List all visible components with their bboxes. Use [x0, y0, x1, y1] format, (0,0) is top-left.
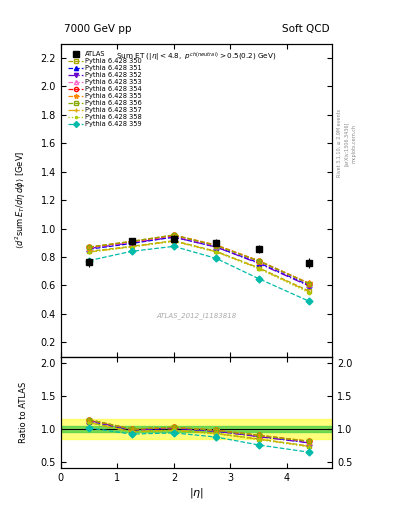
Pythia 6.428 352: [256, 260, 261, 266]
Pythia 6.428 352: [129, 240, 134, 246]
Pythia 6.428 352: [87, 245, 92, 251]
Pythia 6.428 357: [87, 249, 92, 255]
Pythia 6.428 351: [307, 283, 312, 289]
Pythia 6.428 355: [87, 244, 92, 250]
Text: 7000 GeV pp: 7000 GeV pp: [64, 24, 131, 34]
Pythia 6.428 355: [307, 280, 312, 286]
Pythia 6.428 353: [171, 232, 176, 239]
Pythia 6.428 357: [256, 265, 261, 271]
Pythia 6.428 352: [214, 244, 219, 250]
Pythia 6.428 352: [307, 283, 312, 289]
Pythia 6.428 358: [256, 266, 261, 272]
Pythia 6.428 359: [171, 243, 176, 249]
Pythia 6.428 354: [214, 242, 219, 248]
Pythia 6.428 357: [171, 238, 176, 244]
Text: mcplots.cern.ch: mcplots.cern.ch: [351, 124, 356, 163]
Line: Pythia 6.428 352: Pythia 6.428 352: [87, 234, 312, 289]
Text: [arXiv:1306.3436]: [arXiv:1306.3436]: [344, 121, 349, 165]
Pythia 6.428 353: [256, 258, 261, 264]
Pythia 6.428 356: [214, 243, 219, 249]
Pythia 6.428 350: [307, 288, 312, 294]
Pythia 6.428 351: [129, 241, 134, 247]
Pythia 6.428 354: [171, 232, 176, 239]
Pythia 6.428 359: [129, 248, 134, 254]
Line: Pythia 6.428 356: Pythia 6.428 356: [87, 232, 312, 286]
Text: Rivet 3.1.10, ≥ 2.9M events: Rivet 3.1.10, ≥ 2.9M events: [337, 109, 342, 178]
Legend: ATLAS, Pythia 6.428 350, Pythia 6.428 351, Pythia 6.428 352, Pythia 6.428 353, P: ATLAS, Pythia 6.428 350, Pythia 6.428 35…: [66, 49, 144, 130]
Pythia 6.428 358: [171, 238, 176, 244]
Pythia 6.428 351: [87, 246, 92, 252]
Pythia 6.428 357: [307, 289, 312, 295]
Pythia 6.428 355: [214, 242, 219, 248]
Pythia 6.428 351: [214, 244, 219, 250]
Y-axis label: $\langle d^2\mathrm{sum}\,E_T{/}d\eta\,d\phi \rangle$ [GeV]: $\langle d^2\mathrm{sum}\,E_T{/}d\eta\,d…: [14, 151, 28, 249]
Pythia 6.428 359: [307, 298, 312, 305]
Pythia 6.428 355: [129, 238, 134, 244]
Text: Sum ET $(|\eta| < 4.8,\ p^{\mathit{ch(neutral)}} > 0.5(0.2)$ GeV): Sum ET $(|\eta| < 4.8,\ p^{\mathit{ch(ne…: [116, 50, 277, 63]
Pythia 6.428 355: [256, 258, 261, 264]
Pythia 6.428 353: [129, 239, 134, 245]
X-axis label: $|\eta|$: $|\eta|$: [189, 486, 204, 500]
Pythia 6.428 359: [256, 275, 261, 282]
Pythia 6.428 358: [129, 244, 134, 250]
Line: Pythia 6.428 351: Pythia 6.428 351: [87, 234, 312, 288]
Pythia 6.428 353: [214, 243, 219, 249]
Pythia 6.428 354: [87, 244, 92, 250]
Pythia 6.428 351: [256, 260, 261, 266]
Bar: [61, 425, 332, 432]
Text: ATLAS_2012_I1183818: ATLAS_2012_I1183818: [156, 312, 237, 319]
Line: Pythia 6.428 353: Pythia 6.428 353: [87, 233, 312, 287]
Pythia 6.428 358: [307, 290, 312, 296]
Pythia 6.428 355: [171, 232, 176, 238]
Pythia 6.428 358: [87, 249, 92, 255]
Line: Pythia 6.428 350: Pythia 6.428 350: [87, 238, 312, 293]
Pythia 6.428 359: [87, 258, 92, 264]
Pythia 6.428 352: [171, 234, 176, 240]
Pythia 6.428 358: [214, 249, 219, 255]
Pythia 6.428 354: [129, 239, 134, 245]
Pythia 6.428 356: [256, 258, 261, 264]
Pythia 6.428 354: [307, 281, 312, 287]
Line: Pythia 6.428 355: Pythia 6.428 355: [86, 232, 312, 287]
Pythia 6.428 350: [256, 265, 261, 271]
Y-axis label: Ratio to ATLAS: Ratio to ATLAS: [19, 382, 28, 443]
Pythia 6.428 354: [256, 258, 261, 264]
Line: Pythia 6.428 354: Pythia 6.428 354: [87, 233, 312, 286]
Pythia 6.428 357: [129, 244, 134, 250]
Pythia 6.428 356: [307, 281, 312, 287]
Line: Pythia 6.428 359: Pythia 6.428 359: [87, 244, 312, 304]
Pythia 6.428 350: [214, 248, 219, 254]
Pythia 6.428 353: [307, 281, 312, 287]
Pythia 6.428 351: [171, 234, 176, 240]
Text: Soft QCD: Soft QCD: [282, 24, 329, 34]
Pythia 6.428 357: [214, 249, 219, 255]
Pythia 6.428 356: [171, 232, 176, 238]
Bar: [61, 419, 332, 439]
Pythia 6.428 359: [214, 255, 219, 262]
Pythia 6.428 353: [87, 245, 92, 251]
Pythia 6.428 356: [87, 244, 92, 250]
Pythia 6.428 356: [129, 238, 134, 244]
Line: Pythia 6.428 357: Pythia 6.428 357: [87, 239, 312, 294]
Pythia 6.428 350: [129, 243, 134, 249]
Line: Pythia 6.428 358: Pythia 6.428 358: [87, 239, 312, 295]
Pythia 6.428 350: [171, 238, 176, 244]
Pythia 6.428 350: [87, 248, 92, 254]
